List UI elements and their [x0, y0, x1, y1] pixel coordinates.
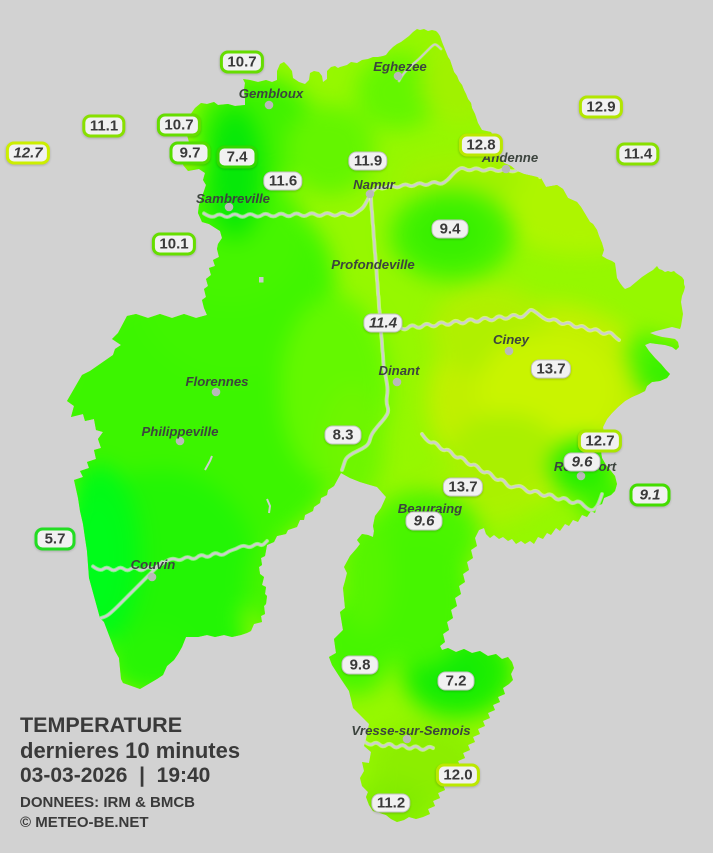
svg-text:Philippeville: Philippeville: [142, 424, 219, 439]
svg-text:Namur: Namur: [353, 177, 396, 192]
svg-text:Florennes: Florennes: [185, 374, 248, 389]
svg-text:Dinant: Dinant: [378, 363, 420, 378]
svg-text:Gembloux: Gembloux: [239, 86, 304, 101]
svg-text:Couvin: Couvin: [131, 557, 176, 572]
svg-text:Vresse-sur-Semois: Vresse-sur-Semois: [351, 723, 470, 738]
svg-text:Profondeville: Profondeville: [331, 257, 415, 272]
svg-text:Sambreville: Sambreville: [196, 191, 270, 206]
svg-text:Eghezee: Eghezee: [373, 59, 427, 74]
svg-text:Ciney: Ciney: [493, 332, 530, 347]
